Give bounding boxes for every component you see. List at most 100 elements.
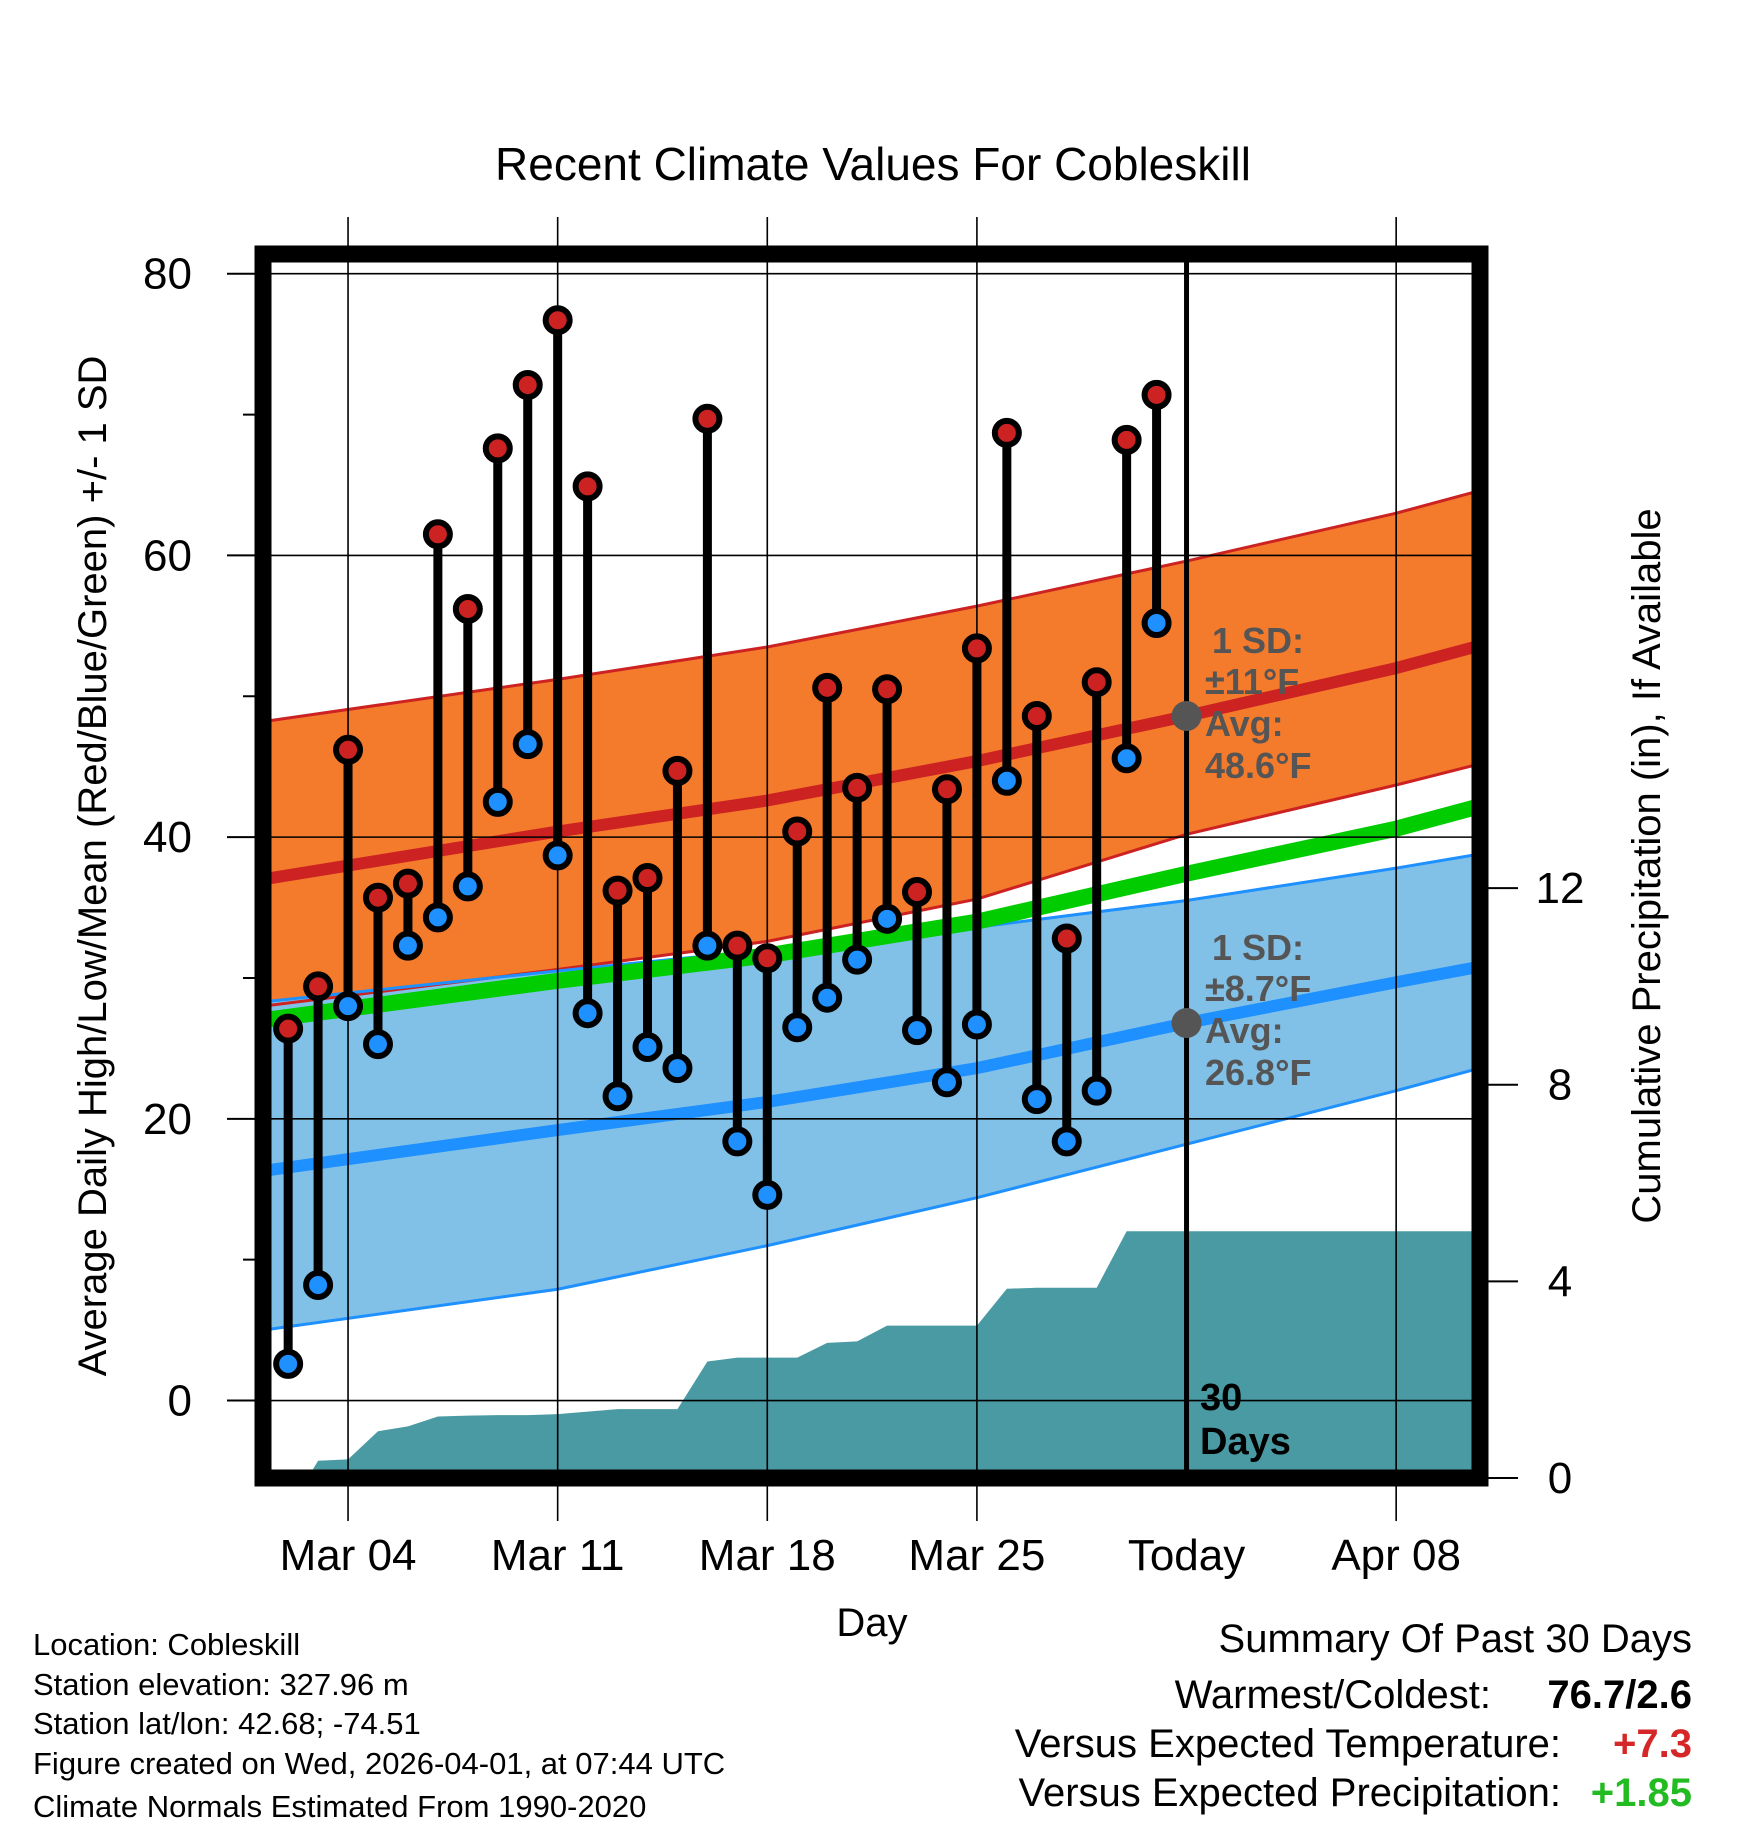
x-tick-label: Mar 25 <box>908 1531 1045 1580</box>
low-temp-point <box>1021 1084 1052 1115</box>
plot-area <box>263 272 1480 1478</box>
y2-tick-label: 0 <box>1548 1454 1572 1503</box>
low-temp-point <box>572 998 603 1029</box>
y-tick-label: 80 <box>143 250 192 299</box>
today-low-avg-marker <box>1171 1008 1202 1039</box>
low-temp-point <box>512 729 543 760</box>
x-axis-label: Day <box>836 1601 907 1645</box>
x-tick-label: Apr 08 <box>1331 1531 1461 1580</box>
footer-location: Location: Cobleskill <box>33 1627 300 1662</box>
low-temp-point <box>752 1179 783 1210</box>
high-temp-point <box>1111 424 1142 455</box>
high-sd-label: 1 SD: <box>1212 620 1304 661</box>
high-temp-point <box>362 882 393 913</box>
low-normal-annotation: 1 SD: ±8.7°F Avg: 26.8°F <box>1205 927 1311 1093</box>
high-temp-point <box>902 877 933 908</box>
summary-precip-value: +1.85 <box>1591 1771 1692 1815</box>
high-temp-point <box>482 433 513 464</box>
data-marks <box>254 245 1489 1487</box>
summary-temp-value: +7.3 <box>1613 1722 1692 1766</box>
low-temp-point <box>333 991 364 1022</box>
high-temp-point <box>782 816 813 847</box>
summary-warmest-value: 76.7/2.6 <box>1547 1673 1692 1717</box>
high-temp-point <box>991 417 1022 448</box>
low-temp-point <box>902 1015 933 1046</box>
high-temp-point <box>961 633 992 664</box>
x-tick-label: Mar 04 <box>280 1531 417 1580</box>
high-temp-point <box>422 519 453 550</box>
high-temp-point <box>1051 923 1082 954</box>
high-temp-point <box>303 971 334 1002</box>
low-temp-point <box>991 765 1022 796</box>
high-temp-point <box>1141 379 1172 410</box>
high-temp-point <box>392 868 423 899</box>
high-temp-point <box>542 305 573 336</box>
high-temp-point <box>273 1013 304 1044</box>
high-temp-point <box>842 772 873 803</box>
summary-panel: Summary Of Past 30 Days Warmest/Coldest:… <box>1015 1617 1692 1815</box>
y-tick-label: 20 <box>143 1095 192 1144</box>
low-temp-point <box>842 944 873 975</box>
low-temp-point <box>692 930 723 961</box>
low-temp-point <box>602 1081 633 1112</box>
footer-info: Location: Cobleskill Station elevation: … <box>33 1627 725 1824</box>
high-temp-point <box>692 403 723 434</box>
high-temp-point <box>512 369 543 400</box>
axes: 0 20 40 60 80 0 4 8 12 Mar 04 Mar 11 Mar 18 Mar 25 To… <box>143 217 1584 1580</box>
high-temp-point <box>722 930 753 961</box>
low-temp-point <box>303 1270 334 1301</box>
low-temp-point <box>722 1126 753 1157</box>
high-normal-annotation: 1 SD: ±11°F Avg: 48.6°F <box>1205 620 1311 786</box>
days-count-unit: Days <box>1200 1421 1291 1463</box>
low-temp-point <box>362 1029 393 1060</box>
high-normal-band <box>263 490 1480 1007</box>
today-high-avg-marker <box>1171 700 1202 731</box>
high-temp-point <box>602 875 633 906</box>
low-temp-point <box>872 903 903 934</box>
high-avg-value: 48.6°F <box>1205 745 1311 786</box>
low-temp-point <box>392 930 423 961</box>
summary-heading: Summary Of Past 30 Days <box>1219 1617 1692 1661</box>
low-temp-point <box>422 902 453 933</box>
low-temp-point <box>812 982 843 1013</box>
high-temp-point <box>752 943 783 974</box>
y-tick-label: 40 <box>143 813 192 862</box>
y-axis-label: Average Daily High/Low/Mean (Red/Blue/Gr… <box>71 356 115 1377</box>
low-temp-point <box>542 840 573 871</box>
low-temp-point <box>1111 743 1142 774</box>
high-temp-point <box>812 672 843 703</box>
low-temp-point <box>961 1009 992 1040</box>
high-temp-point <box>872 674 903 705</box>
x-tick-label: Mar 18 <box>699 1531 836 1580</box>
summary-warmest-label: Warmest/Coldest: <box>1175 1673 1491 1717</box>
low-temp-point <box>662 1053 693 1084</box>
chart-title: Recent Climate Values For Cobleskill <box>495 138 1251 190</box>
high-temp-point <box>333 734 364 765</box>
low-avg-label: Avg: <box>1205 1010 1284 1051</box>
high-temp-point <box>931 774 962 805</box>
summary-precip-label: Versus Expected Precipitation: <box>1018 1771 1561 1815</box>
low-avg-value: 26.8°F <box>1205 1052 1311 1093</box>
x-tick-label: Today <box>1128 1531 1245 1580</box>
low-temp-point <box>273 1348 304 1379</box>
y2-tick-label: 12 <box>1536 864 1585 913</box>
high-temp-point <box>1021 700 1052 731</box>
footer-elevation: Station elevation: 327.96 m <box>33 1667 409 1702</box>
high-temp-point <box>452 593 483 624</box>
low-temp-point <box>931 1067 962 1098</box>
x-tick-label: Mar 11 <box>491 1531 625 1580</box>
y2-tick-label: 4 <box>1548 1257 1572 1306</box>
low-temp-point <box>1081 1075 1112 1106</box>
low-temp-point <box>1141 608 1172 639</box>
high-avg-label: Avg: <box>1205 703 1284 744</box>
y2-tick-label: 8 <box>1548 1061 1572 1110</box>
low-temp-point <box>1051 1126 1082 1157</box>
high-temp-point <box>632 862 663 893</box>
y2-axis-label: Cumulative Precipitation (in), If Availa… <box>1625 508 1669 1223</box>
days-count-label: 30 <box>1200 1377 1242 1419</box>
low-temp-point <box>632 1031 663 1062</box>
summary-temp-label: Versus Expected Temperature: <box>1015 1722 1561 1766</box>
high-temp-point <box>572 471 603 502</box>
y-tick-label: 60 <box>143 531 192 580</box>
